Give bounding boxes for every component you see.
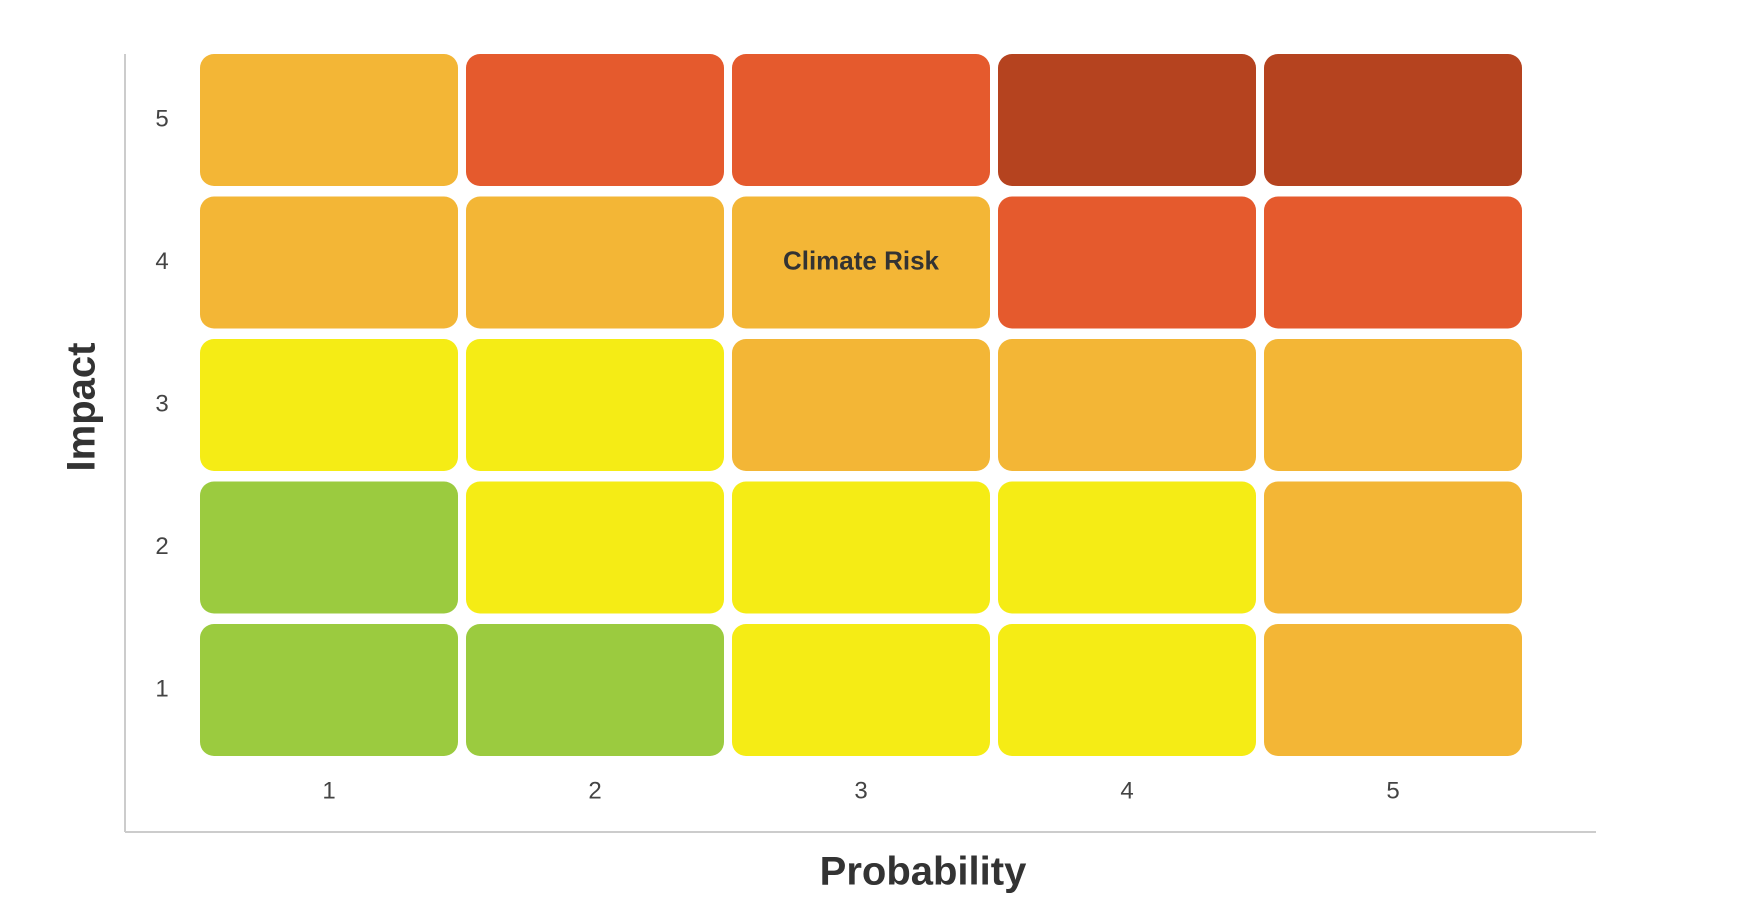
risk-cell — [1264, 339, 1522, 471]
x-tick-label: 1 — [322, 777, 335, 804]
risk-cell — [998, 196, 1256, 329]
annotation: Climate Risk — [783, 245, 940, 275]
x-axis-title: Probability — [820, 850, 1027, 894]
risk-cell — [732, 481, 990, 614]
risk-cell — [466, 339, 724, 471]
risk-cell — [998, 339, 1256, 471]
y-axis-title: Impact — [60, 343, 104, 472]
x-tick-label: 4 — [1120, 777, 1133, 804]
risk-cell — [200, 624, 458, 756]
risk-cell — [200, 339, 458, 471]
x-tick-label: 2 — [588, 777, 601, 804]
risk-cell — [1264, 481, 1522, 614]
risk-cell — [998, 481, 1256, 614]
risk-cell — [200, 54, 458, 186]
x-tick-label: 3 — [854, 777, 867, 804]
y-tick-label: 4 — [155, 248, 168, 275]
risk-cell — [998, 54, 1256, 186]
risk-cell — [732, 196, 990, 329]
risk-cell — [466, 196, 724, 329]
x-tick-label: 5 — [1386, 777, 1399, 804]
risk-cell — [732, 54, 990, 186]
risk-cell — [466, 54, 724, 186]
risk-cell — [200, 481, 458, 614]
risk-cell — [998, 624, 1256, 756]
y-tick-label: 5 — [155, 105, 168, 132]
risk-cell — [732, 624, 990, 756]
y-tick-label: 3 — [155, 390, 168, 417]
y-tick-label: 1 — [155, 675, 168, 702]
risk-cell — [1264, 54, 1522, 186]
risk-cell — [732, 339, 990, 471]
y-tick-label: 2 — [155, 533, 168, 560]
risk-cell — [200, 196, 458, 329]
risk-cell — [1264, 624, 1522, 756]
risk-cell — [466, 624, 724, 756]
risk-cell — [466, 481, 724, 614]
risk-cell — [1264, 196, 1522, 329]
